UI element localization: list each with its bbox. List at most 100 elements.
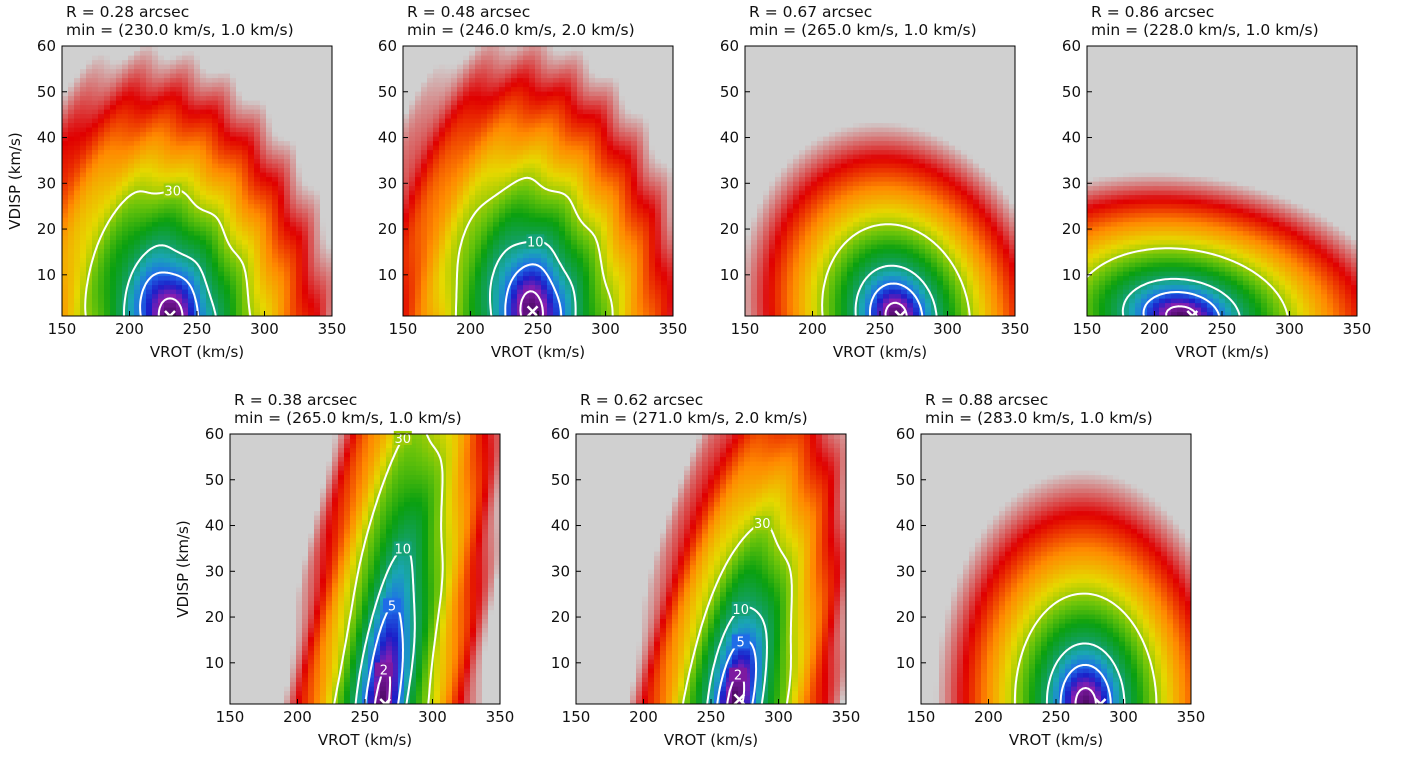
heatmap-cell [320, 69, 327, 74]
heatmap-cell [583, 235, 590, 240]
heatmap-cell [260, 240, 267, 245]
heatmap-cell [535, 190, 542, 195]
heatmap-cell [296, 163, 303, 168]
heatmap-cell [607, 276, 614, 281]
heatmap-cell [320, 217, 327, 222]
heatmap-cell [242, 82, 249, 87]
heatmap-cell [68, 190, 75, 195]
heatmap-cell [146, 262, 153, 267]
heatmap-cell [206, 168, 213, 173]
heatmap-cell [433, 145, 440, 150]
heatmap-cell [212, 253, 219, 258]
heatmap-cell [481, 217, 488, 222]
heatmap-cell [74, 226, 81, 231]
heatmap-cell [529, 294, 536, 299]
heatmap-cell [475, 267, 482, 272]
heatmap-cell [457, 141, 464, 146]
heatmap-cell [62, 82, 69, 87]
heatmap-cell [457, 127, 464, 132]
heatmap-cell [170, 262, 177, 267]
heatmap-cell [62, 285, 69, 290]
heatmap-cell [290, 204, 297, 209]
heatmap-cell [403, 60, 410, 65]
heatmap-cell [571, 217, 578, 222]
heatmap-cell [140, 213, 147, 218]
heatmap-cell [86, 303, 93, 308]
heatmap-cell [595, 289, 602, 294]
heatmap-cell [583, 168, 590, 173]
heatmap-cell [98, 60, 105, 65]
heatmap-cell [92, 168, 99, 173]
heatmap-cell [134, 82, 141, 87]
heatmap-cell [541, 150, 548, 155]
heatmap-cell [439, 96, 446, 101]
heatmap-cell [62, 150, 69, 155]
heatmap-cell [607, 159, 614, 164]
heatmap-cell [134, 73, 141, 78]
heatmap-cell [487, 109, 494, 114]
heatmap-cell [62, 235, 69, 240]
heatmap-cell [439, 100, 446, 105]
heatmap-cell [457, 87, 464, 92]
heatmap-cell [98, 154, 105, 159]
heatmap-cell [194, 73, 201, 78]
heatmap-cell [427, 280, 434, 285]
heatmap-cell [613, 262, 620, 267]
heatmap-cell [116, 249, 123, 254]
heatmap-cell [194, 109, 201, 114]
heatmap-cell [589, 222, 596, 227]
heatmap-cell [505, 163, 512, 168]
heatmap-cell [62, 136, 69, 141]
heatmap-cell [188, 100, 195, 105]
heatmap-cell [517, 118, 524, 123]
heatmap-cell [439, 145, 446, 150]
heatmap-cell [439, 208, 446, 213]
heatmap-cell [415, 190, 422, 195]
heatmap-cell [415, 87, 422, 92]
heatmap-cell [188, 235, 195, 240]
heatmap-cell [110, 235, 117, 240]
heatmap-cell [457, 280, 464, 285]
heatmap-cell [565, 289, 572, 294]
heatmap-cell [140, 78, 147, 83]
heatmap-cell [80, 267, 87, 272]
heatmap-cell [236, 105, 243, 110]
heatmap-cell [92, 267, 99, 272]
heatmap-cell [619, 69, 626, 74]
heatmap-cell [242, 159, 249, 164]
y-tick-label: 20 [37, 220, 56, 238]
heatmap-cell [415, 199, 422, 204]
heatmap-cell [296, 82, 303, 87]
heatmap-cell [595, 141, 602, 146]
heatmap-cell [427, 303, 434, 308]
heatmap-cell [481, 114, 488, 119]
heatmap-cell [619, 82, 626, 87]
heatmap-cell [266, 141, 273, 146]
heatmap-cell [607, 114, 614, 119]
heatmap-cell [212, 96, 219, 101]
heatmap-cell [463, 294, 470, 299]
heatmap-cell [284, 105, 291, 110]
heatmap-cell [547, 87, 554, 92]
heatmap-cell [421, 51, 428, 56]
heatmap-cell [535, 114, 542, 119]
heatmap-cell [86, 240, 93, 245]
heatmap-cell [146, 307, 153, 312]
heatmap-cell [320, 289, 327, 294]
heatmap-cell [236, 271, 243, 276]
heatmap-cell [619, 244, 626, 249]
heatmap-cell [487, 159, 494, 164]
heatmap-cell [619, 114, 626, 119]
heatmap-cell [122, 154, 129, 159]
heatmap-cell [589, 114, 596, 119]
heatmap-cell [613, 276, 620, 281]
heatmap-cell [487, 145, 494, 150]
heatmap-cell [230, 271, 237, 276]
heatmap-cell [523, 118, 530, 123]
heatmap-cell [445, 204, 452, 209]
heatmap-cell [140, 136, 147, 141]
heatmap-cell [445, 100, 452, 105]
heatmap-cell [463, 55, 470, 60]
heatmap-cell [314, 109, 321, 114]
